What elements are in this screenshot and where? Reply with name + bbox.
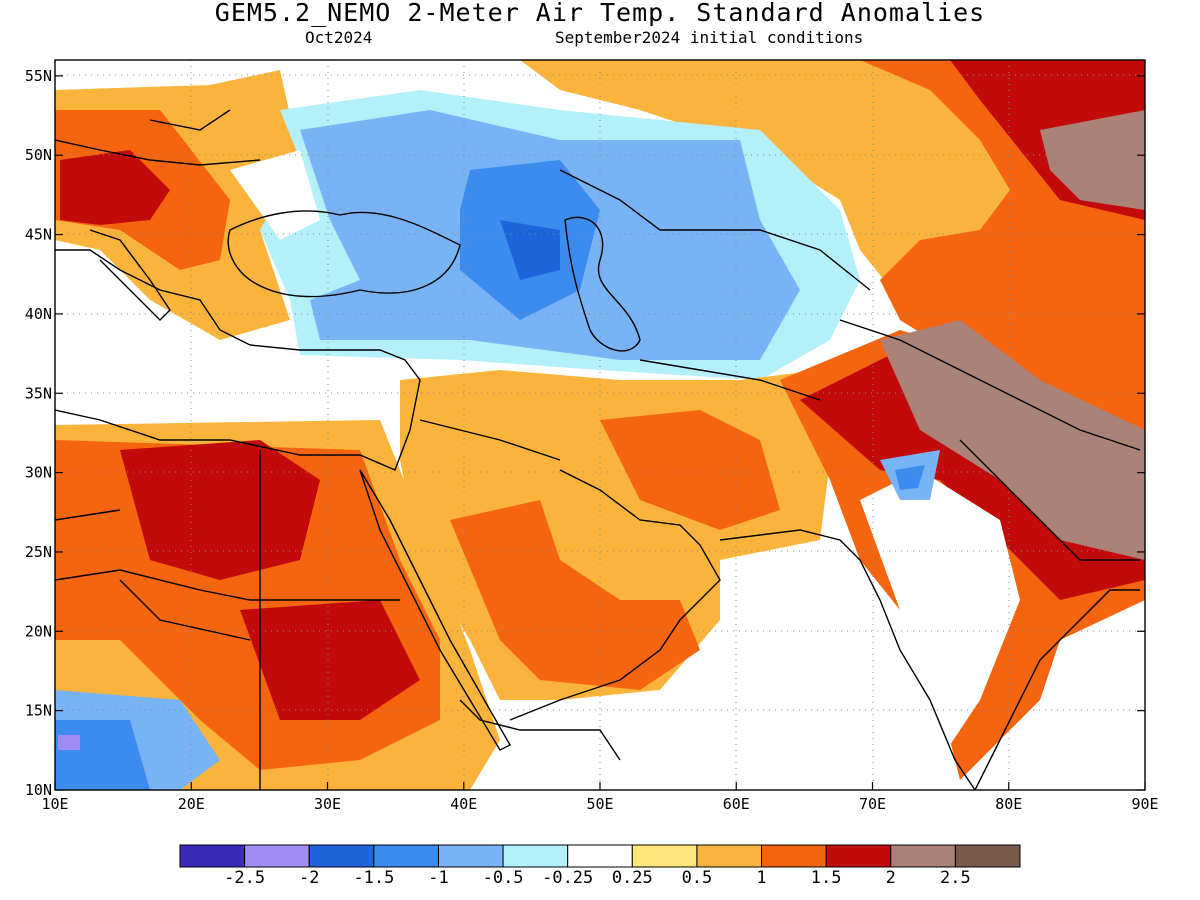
longitude-axis: 10E 20E 30E 40E 50E 60E 70E 80E 90E <box>41 782 1159 813</box>
map-title: GEM5.2_NEMO 2-Meter Air Temp. Standard A… <box>214 0 986 27</box>
anomaly-field-south-asia-brown <box>880 320 1145 560</box>
anomaly-field-caspian-core <box>500 220 560 280</box>
anomaly-field-persian-gulf-orange <box>600 410 780 530</box>
colorbar-label: -0.5 <box>483 868 524 888</box>
colorbar-swatch <box>761 844 827 868</box>
anomaly-field-europe-red <box>60 150 170 225</box>
colorbar-label: 2.5 <box>940 868 971 888</box>
lon-tick-label: 30E <box>314 795 341 813</box>
colorbar-label: -1.5 <box>353 868 394 888</box>
colorbar-label: -0.25 <box>542 868 593 888</box>
anomaly-fields <box>55 60 1145 790</box>
lon-tick-label: 10E <box>41 795 68 813</box>
lat-tick-label: 15N <box>25 702 52 720</box>
colorbar-label: -1 <box>428 868 448 888</box>
anomaly-field-arabia-orange <box>450 500 700 690</box>
colorbar-label: 0.25 <box>612 868 653 888</box>
lon-tick-label: 60E <box>723 795 750 813</box>
lat-tick-label: 25N <box>25 543 52 561</box>
lon-tick-label: 80E <box>995 795 1022 813</box>
colorbar-swatch <box>825 844 892 868</box>
lon-tick-label: 50E <box>586 795 613 813</box>
lat-tick-label: 55N <box>25 67 52 85</box>
colorbar-swatch <box>437 844 504 868</box>
colorbar-label: 0.5 <box>682 868 713 888</box>
lat-tick-label: 10N <box>25 781 52 799</box>
colorbar-swatch <box>631 844 698 868</box>
colorbar-label: -2.5 <box>224 868 265 888</box>
lat-tick-label: 35N <box>25 384 52 402</box>
anomaly-field-crimea-white <box>230 150 320 240</box>
colorbar-swatch <box>502 844 569 868</box>
colorbar-swatch <box>696 844 763 868</box>
init-conditions: September2024 initial conditions <box>555 28 864 47</box>
anomaly-field-sudan-red <box>240 600 420 720</box>
colorbar-swatch <box>373 844 439 868</box>
colorbar-swatch <box>179 844 246 868</box>
color-legend: -2.5 -2 -1.5 -1 -0.5 -0.25 0.25 0.5 1 1.5 2 2.5 <box>179 844 1021 888</box>
lat-tick-label: 50N <box>25 146 52 164</box>
colorbar-swatch <box>308 844 375 868</box>
colorbar-swatch <box>890 844 956 868</box>
lon-tick-label: 90E <box>1131 795 1158 813</box>
anomaly-field-ne-brown <box>1040 110 1145 210</box>
anomaly-field-india-white <box>860 470 1020 760</box>
colorbar-label: 1.5 <box>811 868 842 888</box>
lat-tick-label: 30N <box>25 464 52 482</box>
anomaly-field-sahara-red <box>120 440 320 580</box>
colorbar-swatch <box>954 844 1021 868</box>
colorbar-swatch <box>567 844 633 868</box>
colorbar-label: -2 <box>299 868 319 888</box>
colorbar-label: 1 <box>756 868 766 888</box>
anomaly-field-sahel-purple <box>58 735 80 750</box>
colorbar-swatch <box>244 844 310 868</box>
lon-tick-label: 20E <box>178 795 205 813</box>
lon-tick-label: 70E <box>859 795 886 813</box>
lat-tick-label: 20N <box>25 622 52 640</box>
lat-tick-label: 40N <box>25 305 52 323</box>
valid-month: Oct2024 <box>305 28 373 47</box>
anomaly-field-india-deep-blue <box>895 465 925 490</box>
lon-tick-label: 40E <box>450 795 477 813</box>
colorbar-label: 2 <box>886 868 896 888</box>
lat-tick-label: 45N <box>25 226 52 244</box>
latitude-axis: 10N 15N 20N 25N 30N 35N 40N 45N 50N 55N <box>25 67 1145 799</box>
coastlines <box>55 109 1141 790</box>
